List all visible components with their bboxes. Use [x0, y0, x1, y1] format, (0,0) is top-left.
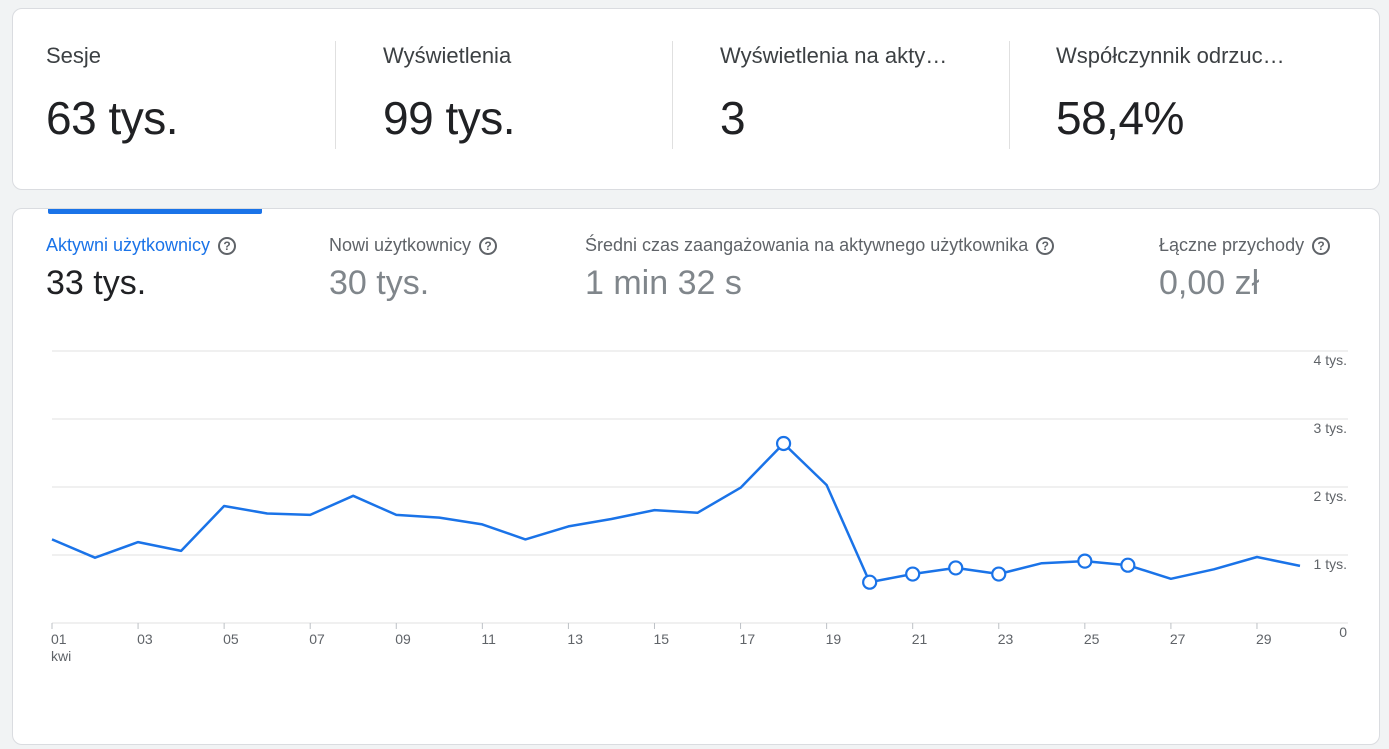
help-circle-icon[interactable]: ?: [1312, 236, 1331, 255]
x-tick-label: 19: [826, 631, 842, 647]
tab-label: Łączne przychody: [1159, 235, 1305, 255]
summary-value: 3: [720, 92, 746, 144]
x-tick-label: 13: [567, 631, 583, 647]
summary-divider: [672, 41, 673, 149]
x-tick-label: 23: [998, 631, 1014, 647]
summary-divider: [335, 41, 336, 149]
chart-card: Aktywni użytkownicy? 33 tys. Nowi użytko…: [12, 208, 1380, 745]
tab-avg-engagement-time[interactable]: Średni czas zaangażowania na aktywnego u…: [585, 235, 1055, 303]
x-tick-label: 29: [1256, 631, 1272, 647]
x-tick-label: 07: [309, 631, 325, 647]
summary-divider: [1009, 41, 1010, 149]
summary-label: Wyświetlenia: [383, 43, 512, 68]
x-axis-month-label: kwi: [51, 648, 71, 664]
help-circle-icon[interactable]: ?: [1036, 236, 1055, 255]
y-tick-label: 2 tys.: [1314, 488, 1347, 504]
summary-label: Wyświetlenia na akty…: [720, 43, 948, 68]
x-tick-label: 21: [912, 631, 928, 647]
x-tick-label: 11: [481, 631, 496, 647]
y-tick-label: 3 tys.: [1314, 420, 1347, 436]
tab-label: Aktywni użytkownicy: [46, 235, 211, 255]
summary-value: 99 tys.: [383, 92, 516, 144]
line-chart[interactable]: 0 1 tys. 2 tys. 3 tys. 4 tys. 01 03 05 07 09 11 13 1…: [13, 209, 1379, 744]
tab-value: 33 tys.: [46, 264, 147, 302]
summary-value: 63 tys.: [46, 92, 179, 144]
x-tick-label: 03: [137, 631, 153, 647]
help-circle-icon[interactable]: ?: [218, 236, 237, 255]
y-tick-label: 4 tys.: [1314, 352, 1347, 368]
x-tick-label: 27: [1170, 631, 1186, 647]
data-point[interactable]: [948, 560, 964, 576]
summary-label: Współczynnik odrzuc…: [1056, 43, 1285, 68]
y-tick-label: 1 tys.: [1314, 556, 1347, 572]
x-tick-label: 25: [1084, 631, 1100, 647]
data-point[interactable]: [1077, 553, 1093, 569]
tab-value: 0,00 zł: [1159, 264, 1260, 302]
data-point[interactable]: [991, 566, 1007, 582]
tab-total-revenue[interactable]: Łączne przychody? 0,00 zł: [1159, 235, 1331, 303]
x-tick-label: 15: [653, 631, 669, 647]
data-point[interactable]: [775, 435, 792, 452]
x-tick-label: 05: [223, 631, 239, 647]
summary-metric-sessions[interactable]: Sesje 63 tys.: [46, 9, 346, 191]
summary-metric-views-per-user[interactable]: Wyświetlenia na akty… 3: [720, 9, 1020, 191]
x-tick-label: 17: [740, 631, 756, 647]
tab-label: Średni czas zaangażowania na aktywnego u…: [585, 235, 1029, 255]
y-tick-label: 0: [1339, 624, 1347, 640]
data-point[interactable]: [905, 566, 921, 582]
tab-active-users[interactable]: Aktywni użytkownicy? 33 tys.: [46, 235, 237, 303]
data-point[interactable]: [1120, 557, 1136, 573]
x-tick-label: 01: [51, 631, 67, 647]
x-tick-label: 09: [395, 631, 411, 647]
tab-label: Nowi użytkownicy: [329, 235, 472, 255]
tab-value: 1 min 32 s: [585, 264, 742, 302]
summary-card: Sesje 63 tys. Wyświetlenia 99 tys. Wyświ…: [12, 8, 1380, 190]
help-circle-icon[interactable]: ?: [479, 236, 498, 255]
summary-metric-bounce-rate[interactable]: Współczynnik odrzuc… 58,4%: [1056, 9, 1356, 191]
active-tab-indicator: [48, 209, 262, 214]
series-line: [51, 442, 1301, 584]
summary-metric-views[interactable]: Wyświetlenia 99 tys.: [383, 9, 683, 191]
tab-value: 30 tys.: [329, 264, 430, 302]
summary-value: 58,4%: [1056, 92, 1184, 144]
data-point[interactable]: [862, 574, 878, 590]
tab-new-users[interactable]: Nowi użytkownicy? 30 tys.: [329, 235, 498, 303]
summary-label: Sesje: [46, 43, 102, 68]
